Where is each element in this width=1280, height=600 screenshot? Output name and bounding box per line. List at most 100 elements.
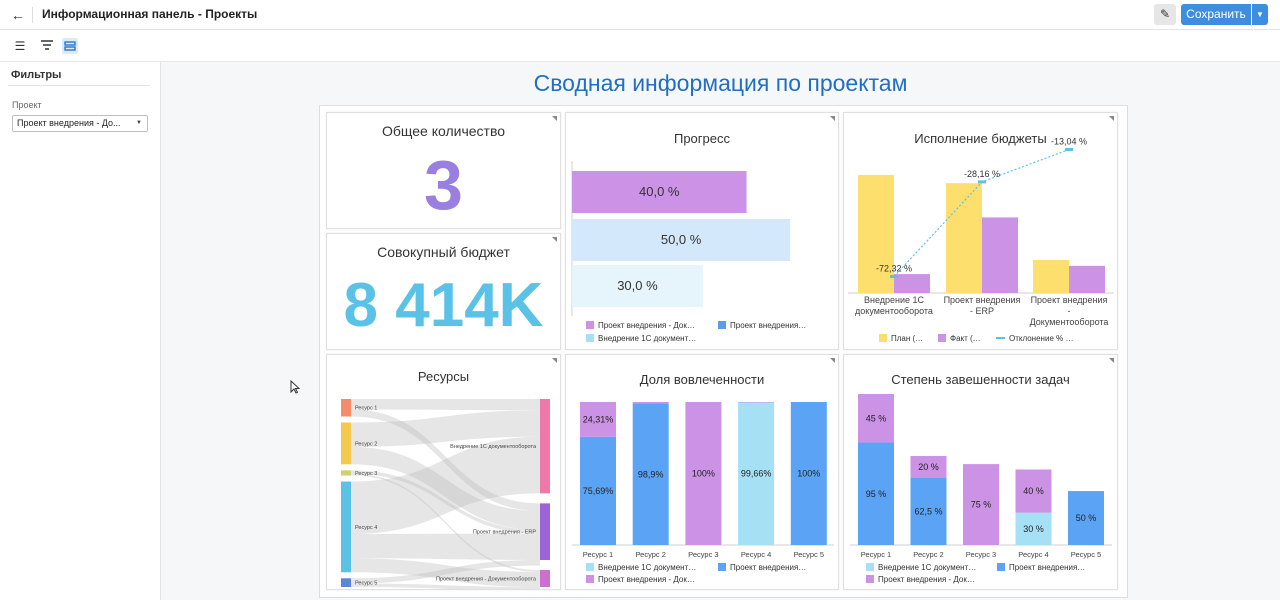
sankey-link — [351, 533, 540, 561]
tile-menu-icon[interactable] — [830, 358, 835, 363]
edit-button[interactable]: ✎ — [1154, 4, 1176, 25]
sankey-link — [351, 473, 540, 572]
tile-menu-icon[interactable] — [1109, 116, 1114, 121]
legend-swatch — [938, 334, 946, 342]
legend-item: Отклонение % … — [996, 334, 1073, 343]
pencil-icon: ✎ — [1159, 7, 1171, 21]
bar-label: 50 % — [1076, 513, 1097, 523]
legend-item: Внедрение 1С документ… — [586, 334, 696, 343]
deviation-point — [1065, 148, 1073, 152]
kpi-value: 3 — [424, 146, 463, 224]
budget-bar — [1033, 259, 1069, 293]
tile-menu-icon[interactable] — [552, 358, 557, 363]
top-bar: ← Информационная панель - Проекты ✎ Сохр… — [0, 0, 1280, 30]
bar-label: 40,0 % — [639, 184, 680, 199]
legend-swatch — [586, 334, 594, 342]
category-label: - — [1068, 306, 1071, 316]
divider — [8, 85, 150, 86]
dashboard-title: Сводная информация по проектам — [533, 70, 908, 96]
legend-label: Внедрение 1С документ… — [598, 334, 697, 343]
progress-bar — [572, 265, 703, 307]
bar-label: 50,0 % — [661, 232, 702, 247]
sankey-link — [351, 446, 540, 530]
legend-swatch — [866, 575, 874, 583]
bar-label: 100% — [692, 469, 715, 479]
category-label: Внедрение 1С — [864, 295, 925, 305]
tile-menu-icon[interactable] — [1109, 358, 1114, 363]
back-button[interactable]: ← — [8, 5, 28, 25]
legend-label: Факт (… — [950, 334, 981, 343]
tile-budget[interactable]: Исполнение бюджеты -72,32 % -28,16 % -13,0… — [843, 112, 1118, 350]
mouse-cursor-icon — [290, 379, 301, 397]
tile-completion[interactable]: Степень завешенности задач 95 % 45 % Ресур… — [843, 354, 1118, 590]
legend-item: Внедрение 1С документ… — [866, 563, 976, 572]
stacked-bar-segment — [580, 402, 616, 437]
legend-item: Факт (… — [938, 334, 981, 343]
sankey-link — [351, 558, 540, 587]
completion-chart: 95 % 45 % Ресурс 1 62,5 % 20 % Ресурс 2 75 % Ре… — [850, 394, 1112, 559]
project-filter-select[interactable]: Проект внедрения - До... ▼ — [12, 115, 148, 132]
filter-icon[interactable] — [39, 38, 55, 54]
stacked-bar-segment — [738, 402, 775, 545]
stacked-bar-segment — [858, 394, 894, 443]
sankey-source-node — [341, 578, 351, 587]
tile-title: Степень завешенности задач — [891, 372, 1070, 387]
bar-label: 100% — [797, 469, 820, 479]
sankey-link — [351, 409, 540, 511]
tile-total-count[interactable]: Общее количество 3 — [326, 112, 561, 229]
category-label: Ресурс 1 — [861, 550, 891, 559]
sankey-link — [351, 410, 540, 447]
sankey-target-label: Проект внедрения - ERP — [473, 530, 536, 536]
legend-item: План (… — [879, 334, 923, 343]
save-menu-button[interactable]: ▼ — [1252, 4, 1268, 25]
budget-bar — [946, 183, 982, 293]
sankey-link — [351, 470, 540, 534]
sankey-source-label: Ресурс 3 — [355, 471, 377, 477]
category-label: Ресурс 4 — [741, 550, 771, 559]
sankey-link — [351, 560, 540, 584]
category-label: Ресурс 2 — [913, 550, 943, 559]
tile-title: Ресурсы — [417, 369, 470, 384]
budget-chart: -72,32 % -28,16 % -13,04 % Внедрение 1Сдоку… — [848, 137, 1114, 327]
category-label: Документооборота — [1030, 317, 1109, 327]
tile-menu-icon[interactable] — [830, 116, 835, 121]
arrow-left-icon: ← — [11, 7, 25, 23]
layout-icon[interactable] — [62, 38, 78, 54]
caret-down-icon: ▼ — [136, 120, 142, 126]
legend-label: Проект внедрения - Док… — [598, 575, 695, 584]
tile-resources[interactable]: Ресурсы Ресурс 1 Ресурс 2 Ресурс 3 Ресурс 4… — [326, 354, 561, 590]
tile-menu-icon[interactable] — [552, 116, 557, 121]
legend-swatch — [586, 563, 594, 571]
stacked-bar-segment — [858, 442, 894, 545]
legend-label: Проект внедрения… — [1009, 563, 1086, 572]
budget-bar — [858, 174, 894, 293]
sankey-target-node — [540, 570, 550, 587]
category-label: Ресурс 5 — [1071, 550, 1101, 559]
legend-item: Проект внедрения - Док… — [586, 575, 695, 584]
sankey-source-label: Ресурс 4 — [355, 525, 377, 531]
sankey-source-label: Ресурс 2 — [355, 441, 377, 447]
legend-swatch — [866, 563, 874, 571]
sankey-source-node — [341, 470, 351, 476]
bar-label: 40 % — [1023, 486, 1044, 496]
legend-item: Проект внедрения - Док… — [866, 575, 975, 584]
project-filter-value: Проект внедрения - До... — [17, 118, 121, 128]
menu-icon[interactable]: ☰ — [14, 39, 26, 53]
save-button[interactable]: Сохранить — [1181, 4, 1251, 25]
legend-swatch — [718, 321, 726, 329]
tile-progress[interactable]: Прогресс 40,0 % 50,0 % 30,0 % Проект внедр… — [565, 112, 839, 350]
legend-item: Проект внедрения… — [997, 563, 1085, 572]
view-toolbar: ☰ — [0, 31, 1280, 62]
divider — [32, 7, 33, 23]
legend-label: Отклонение % … — [1009, 334, 1074, 343]
kpi-value: 8 414K — [343, 271, 544, 340]
legend-swatch — [586, 321, 594, 329]
legend-item: Проект внедрения… — [718, 321, 806, 330]
tile-menu-icon[interactable] — [552, 237, 557, 242]
bar-label: 99,66% — [741, 469, 772, 479]
stacked-bar-segment — [580, 436, 616, 545]
tile-total-budget[interactable]: Совокупный бюджет 8 414K — [326, 233, 561, 350]
sankey-source-label: Ресурс 5 — [355, 581, 377, 587]
tile-involvement[interactable]: Доля вовлеченности 75,69% 24,31% Ресурс 1 9… — [565, 354, 839, 590]
stacked-bar-segment — [632, 403, 669, 545]
